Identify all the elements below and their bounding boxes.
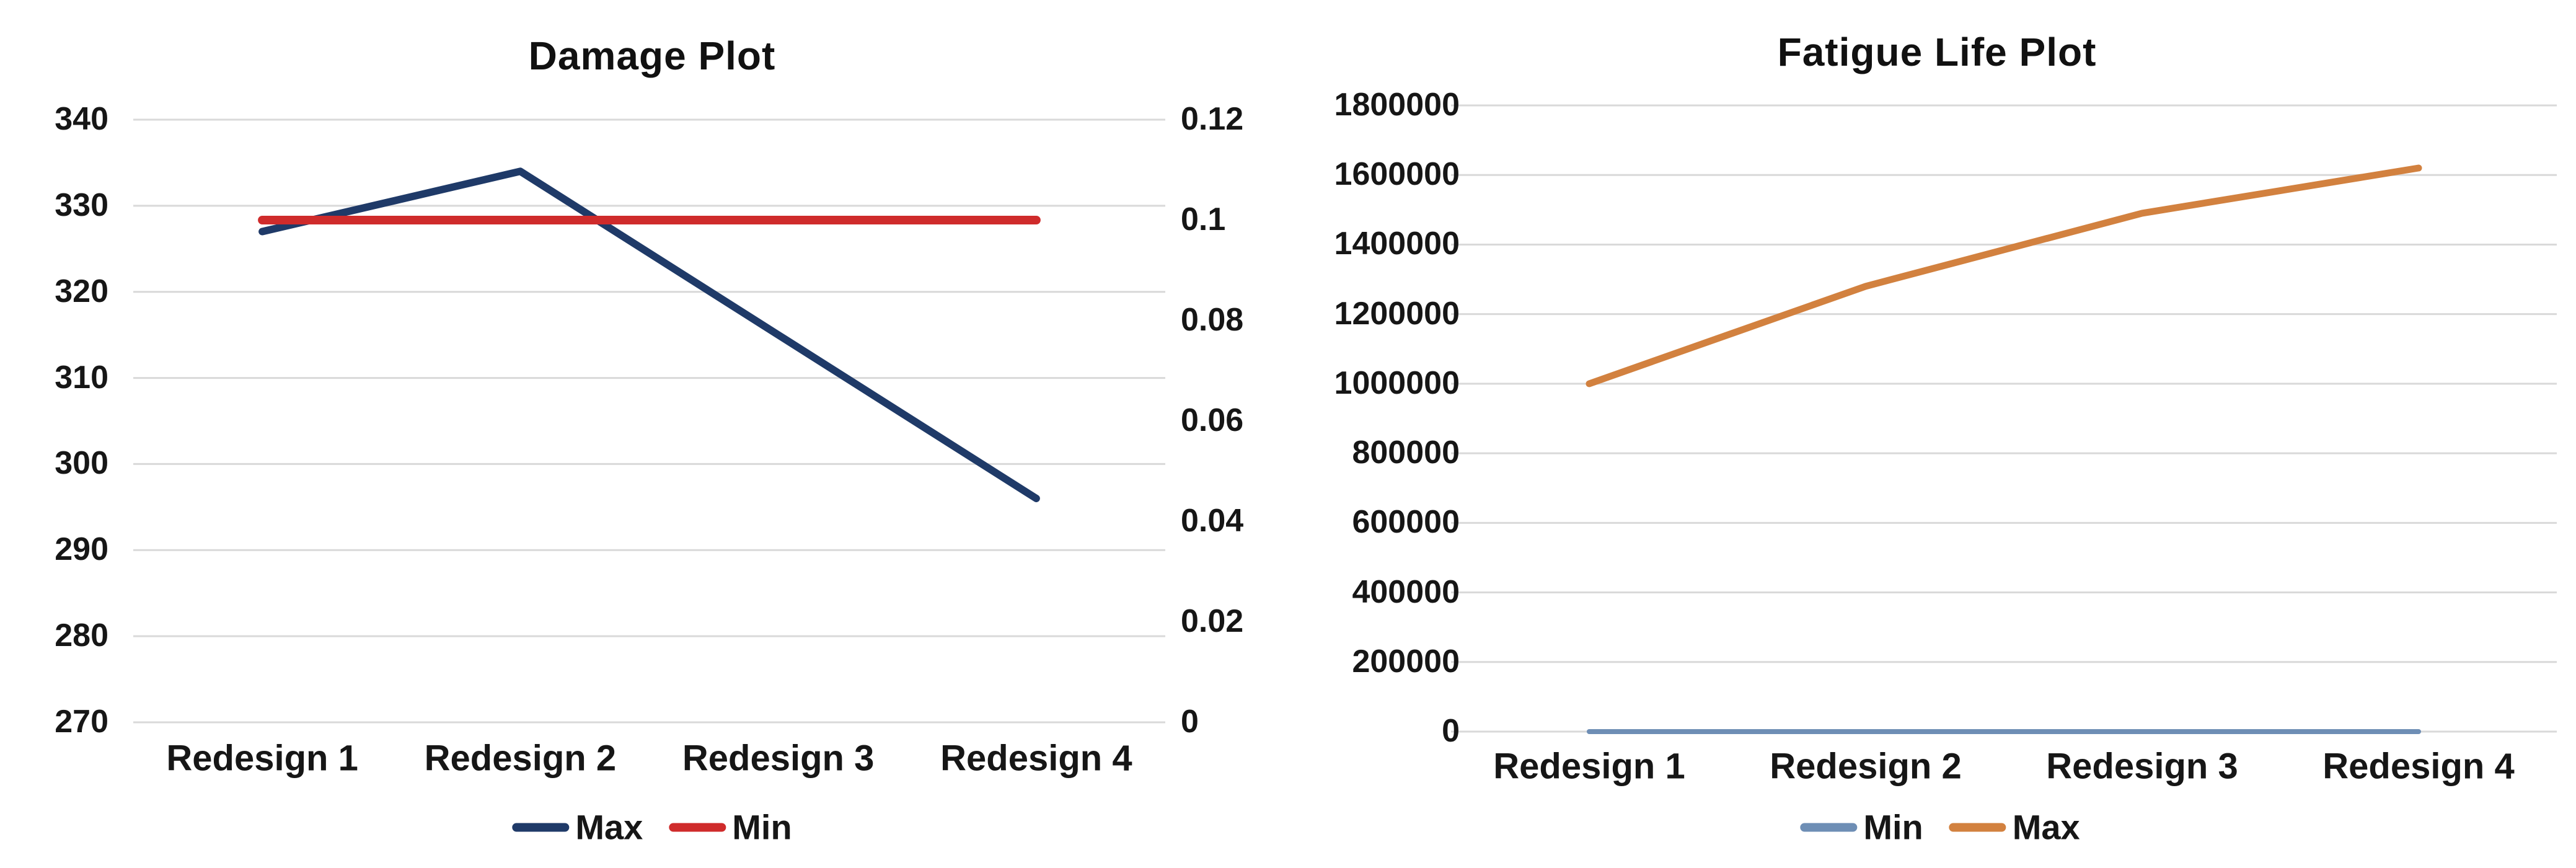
y-axis-tick-label: 340 <box>55 100 108 137</box>
legend: Max Min <box>512 807 792 848</box>
secondary-y-axis-tick-label: 0.06 <box>1181 402 1244 438</box>
legend-label: Min <box>1863 807 1923 847</box>
legend-label: Max <box>575 807 643 847</box>
legend-item-max[interactable]: Max <box>512 807 643 848</box>
legend-swatch-icon <box>669 823 726 831</box>
y-axis-tick-label: 310 <box>55 359 108 396</box>
legend-label: Max <box>2012 807 2080 847</box>
y-axis-tick-label: 330 <box>55 187 108 223</box>
y-axis-tick-label: 0 <box>1442 712 1460 749</box>
legend-item-min[interactable]: Min <box>1800 807 1923 848</box>
y-axis-tick-label: 270 <box>55 703 108 740</box>
legend-swatch-icon <box>1949 823 2006 831</box>
y-axis-tick-label: 300 <box>55 445 108 482</box>
y-axis-tick-label: 1200000 <box>1334 295 1460 332</box>
secondary-y-axis-tick-label: 0.1 <box>1181 201 1226 237</box>
legend: Min Max <box>1800 807 2080 848</box>
legend-swatch-icon <box>512 823 570 831</box>
y-axis-tick-label: 1800000 <box>1334 86 1460 123</box>
y-axis-tick-label: 200000 <box>1352 643 1460 680</box>
x-axis-category-label: Redesign 1 <box>1493 746 1685 787</box>
y-axis-tick-label: 400000 <box>1352 574 1460 610</box>
y-axis-tick-label: 600000 <box>1352 504 1460 541</box>
y-axis-tick-label: 1000000 <box>1334 365 1460 401</box>
series-line-max[interactable] <box>1586 164 2422 388</box>
x-axis-category-label: Redesign 4 <box>2322 746 2515 787</box>
y-axis-tick-label: 280 <box>55 617 108 653</box>
legend-swatch-icon <box>1800 823 1858 831</box>
y-axis-tick-label: 1400000 <box>1334 226 1460 262</box>
y-axis-tick-label: 1600000 <box>1334 156 1460 193</box>
legend-item-min[interactable]: Min <box>669 807 792 848</box>
x-axis-category-label: Redesign 2 <box>1770 746 1962 787</box>
y-axis-tick-label: 800000 <box>1352 434 1460 471</box>
legend-item-max[interactable]: Max <box>1949 807 2080 848</box>
secondary-y-axis-tick-label: 0.12 <box>1181 100 1244 137</box>
secondary-y-axis-tick-label: 0.04 <box>1181 502 1244 539</box>
x-axis-category-label: Redesign 4 <box>940 738 1132 779</box>
x-axis-category-label: Redesign 3 <box>2046 746 2238 787</box>
x-axis-category-label: Redesign 2 <box>424 738 617 779</box>
secondary-y-axis-tick-label: 0 <box>1181 703 1199 740</box>
y-axis-tick-label: 290 <box>55 531 108 568</box>
secondary-y-axis-tick-label: 0.02 <box>1181 603 1244 639</box>
x-axis-category-label: Redesign 1 <box>166 738 358 779</box>
damage-chart-title: Damage Plot <box>528 33 776 78</box>
secondary-y-axis-tick-label: 0.08 <box>1181 301 1244 338</box>
series-line-max[interactable] <box>258 167 1040 502</box>
y-axis-tick-label: 320 <box>55 273 108 309</box>
x-axis-category-label: Redesign 3 <box>682 738 875 779</box>
fatigue-chart-title: Fatigue Life Plot <box>1777 30 2097 74</box>
legend-label: Min <box>732 807 792 847</box>
